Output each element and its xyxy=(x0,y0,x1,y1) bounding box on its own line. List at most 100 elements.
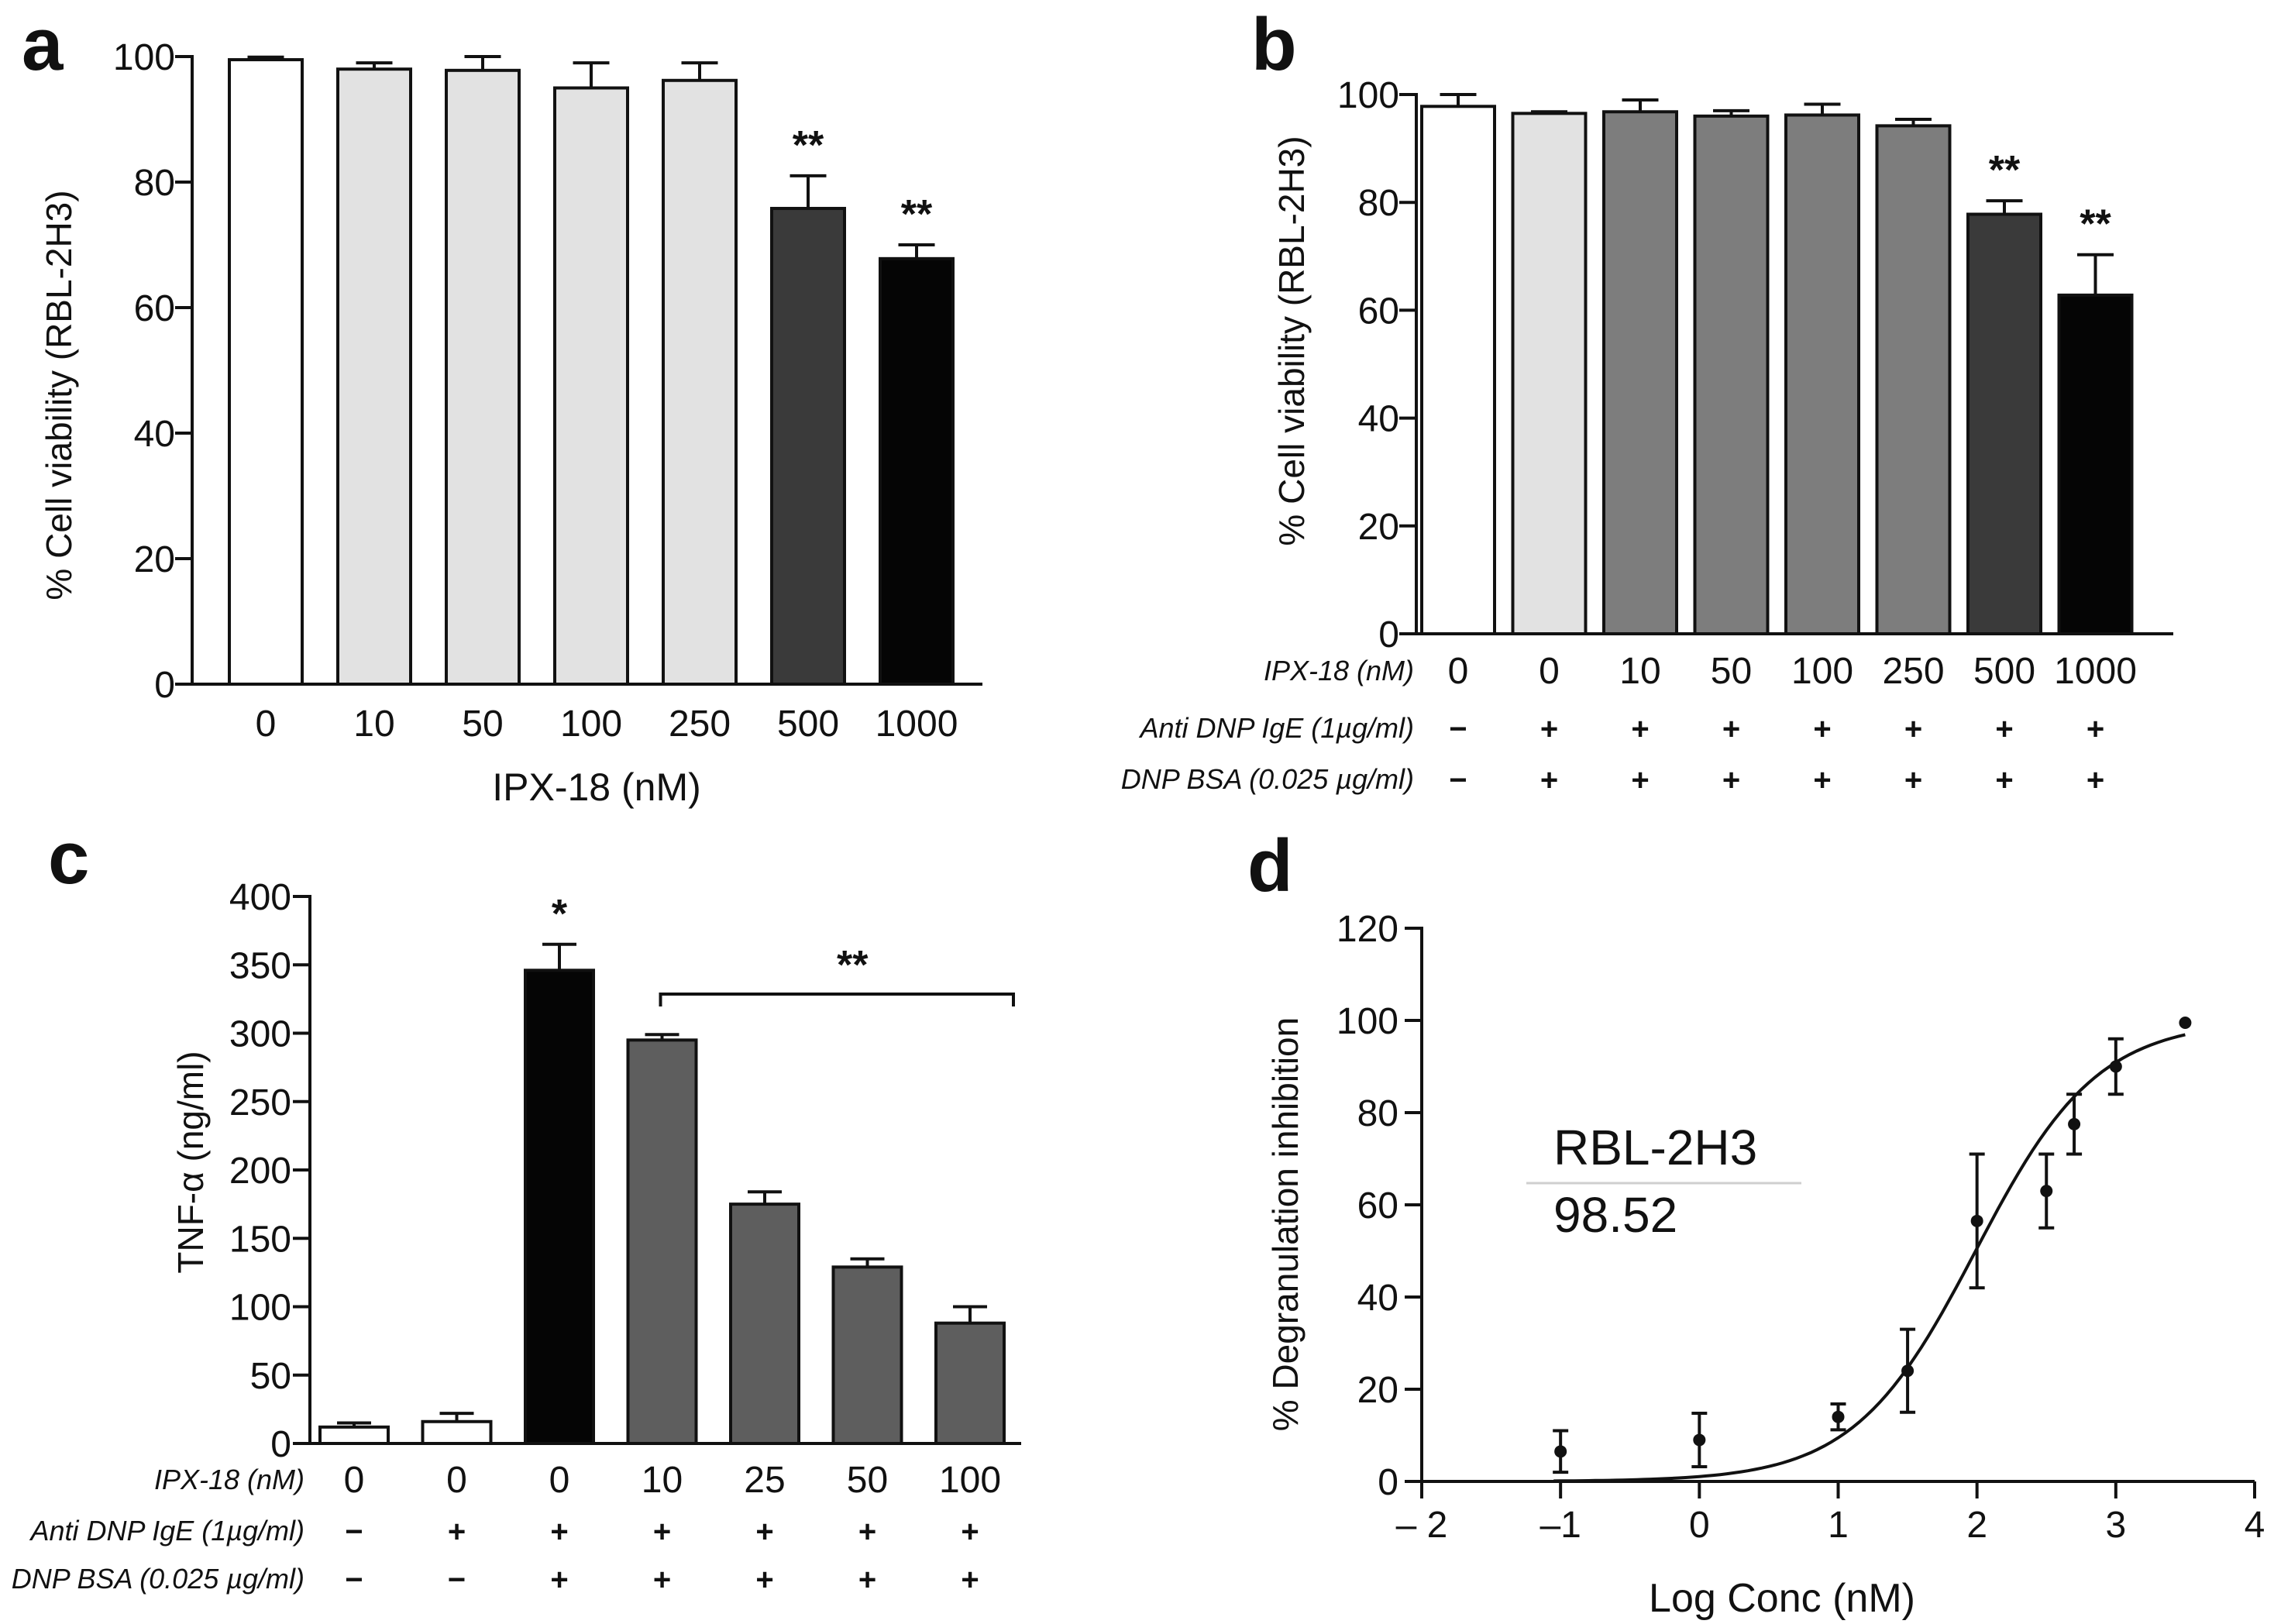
panel-b-bar xyxy=(1784,113,1860,635)
panel-b-condition-mark: + xyxy=(1631,763,1649,797)
panel-a-category-label: 1000 xyxy=(876,704,958,745)
panel-c-condition-mark: + xyxy=(755,1515,773,1549)
panel-c-bar xyxy=(831,1265,903,1445)
panel-c-y-tick-label: 150 xyxy=(229,1219,291,1260)
panel-b-condition-mark: + xyxy=(1540,763,1558,797)
panel-d-data-point xyxy=(2068,1117,2081,1130)
panel-b-bar xyxy=(1875,124,1952,636)
panel-c-condition-value: 100 xyxy=(939,1460,1001,1501)
panel-c-row-label: DNP BSA (0.025 µg/ml) xyxy=(12,1563,304,1595)
panel-a-bar xyxy=(553,86,629,686)
panel-b-y-tick-label: 60 xyxy=(1358,291,1399,332)
panel-c-condition-value: 25 xyxy=(744,1460,785,1501)
panel-d-data-point xyxy=(1554,1445,1567,1458)
panel-c-condition-mark: + xyxy=(858,1563,876,1597)
panel-b-condition-value: 50 xyxy=(1711,651,1752,692)
panel-c-condition-mark: + xyxy=(858,1515,876,1549)
panel-a-category-label: 50 xyxy=(462,704,503,745)
panel-b-bars: 0 20 40 60 80 100 ** ** xyxy=(1337,75,2173,655)
panel-c-condition-mark: + xyxy=(653,1515,671,1549)
panel-d-x-tick-label: 1 xyxy=(1828,1505,1849,1546)
panel-c-bar xyxy=(934,1321,1006,1446)
panel-b-bar xyxy=(1693,114,1770,635)
panel-b-bar xyxy=(1511,112,1588,636)
panel-b-y-tick-label: 40 xyxy=(1358,399,1399,440)
panel-c-condition-mark: + xyxy=(961,1515,979,1549)
panel-a-y-tick-label: 100 xyxy=(113,37,175,78)
panel-c-row-label: IPX-18 (nM) xyxy=(154,1464,304,1495)
panel-a-bar xyxy=(662,78,738,686)
panel-c-condition-value: 10 xyxy=(642,1460,683,1501)
panel-b-condition-table: IPX-18 (nM) 0 0 10 50 100 250 500 1000 Anti DNP I… xyxy=(1121,651,2137,797)
panel-c-bar xyxy=(421,1419,493,1446)
panel-c-condition-mark: − xyxy=(345,1563,363,1597)
panel-b-letter: b xyxy=(1251,3,1297,86)
panel-b-y-tick-label: 0 xyxy=(1378,614,1399,655)
panel-c-condition-mark: + xyxy=(448,1515,466,1549)
panel-b-condition-mark: + xyxy=(1813,712,1831,746)
panel-c-y-tick-label: 50 xyxy=(250,1356,291,1397)
panel-c-bar xyxy=(626,1038,698,1445)
panel-d-y-tick-label: 60 xyxy=(1357,1185,1398,1227)
panel-d-legend-name: RBL-2H3 xyxy=(1553,1120,1757,1175)
panel-c-condition-value: 0 xyxy=(446,1460,467,1501)
panel-d-data-point xyxy=(2109,1060,2122,1073)
panel-a-bar xyxy=(879,256,955,686)
panel-a-category-label: 10 xyxy=(353,704,394,745)
panel-b-y-tick-label: 20 xyxy=(1358,507,1399,548)
panel-c-condition-mark: − xyxy=(448,1563,466,1597)
panel-c-condition-table: IPX-18 (nM) 0 0 0 10 25 50 100 Anti DNP IgE (1µg… xyxy=(12,1460,1001,1597)
panel-c-condition-mark: + xyxy=(550,1515,568,1549)
panel-d-y-tick-label: 40 xyxy=(1357,1278,1398,1319)
panel-b-condition-mark: + xyxy=(1904,763,1922,797)
panel-d-plot: 0 20 40 60 80 100 120 – 2 –1 0 1 2 3 4 xyxy=(1337,909,2265,1546)
panel-a-x-axis-label: IPX-18 (nM) xyxy=(492,766,701,809)
panel-c-bracket xyxy=(659,993,1015,1006)
panel-b-condition-value: 10 xyxy=(1619,651,1660,692)
panel-a-bar xyxy=(336,67,412,686)
panel-d-letter: d xyxy=(1247,824,1293,907)
panel-c-condition-mark: + xyxy=(755,1563,773,1597)
panel-a-y-tick-label: 40 xyxy=(134,414,175,455)
panel-b-condition-value: 0 xyxy=(1448,651,1469,692)
panel-a-category-label: 250 xyxy=(669,704,731,745)
panel-c-y-tick-label: 0 xyxy=(270,1424,291,1465)
panel-c-significance: * xyxy=(552,892,568,937)
panel-a-significance: ** xyxy=(901,192,933,237)
panel-b-significance: ** xyxy=(1989,148,2021,193)
panel-a-category-label: 500 xyxy=(777,704,839,745)
panel-a-y-axis-label: % Cell viability (RBL-2H3) xyxy=(39,190,79,600)
panel-c-row-label: Anti DNP IgE (1µg/ml) xyxy=(29,1515,305,1547)
panel-c-condition-mark: + xyxy=(550,1563,568,1597)
panel-c-bar xyxy=(729,1203,800,1445)
panel-b-condition-value: 250 xyxy=(1882,651,1944,692)
panel-d-data-point xyxy=(1970,1214,1983,1227)
panel-b-bar xyxy=(1966,212,2042,635)
panel-b-row-label: IPX-18 (nM) xyxy=(1264,655,1414,686)
panel-a-bar xyxy=(228,58,304,686)
panel-a-y-tick-label: 20 xyxy=(134,539,175,580)
panel-c-y-tick-label: 250 xyxy=(229,1082,291,1123)
panel-c-y-tick-label: 400 xyxy=(229,877,291,918)
panel-b-condition-value: 0 xyxy=(1539,651,1560,692)
panel-d: d % Degranulation inhibition Log Conc (n… xyxy=(1247,824,2265,1621)
panel-c-condition-mark: + xyxy=(961,1563,979,1597)
panel-b-condition-mark: − xyxy=(1449,763,1467,797)
panel-c-condition-value: 0 xyxy=(549,1460,570,1501)
panel-c-y-tick-label: 100 xyxy=(229,1288,291,1329)
panel-a-bar xyxy=(770,207,846,686)
panel-a-y-tick-label: 80 xyxy=(134,163,175,204)
panel-c-condition-value: 0 xyxy=(344,1460,365,1501)
panel-b-condition-mark: − xyxy=(1449,712,1467,746)
panel-b-y-tick-label: 80 xyxy=(1358,183,1399,224)
panel-a-y-tick-label: 60 xyxy=(134,288,175,329)
panel-d-x-tick-label: 0 xyxy=(1689,1505,1710,1546)
panel-a-significance: ** xyxy=(793,123,824,168)
panel-d-y-tick-label: 120 xyxy=(1337,909,1398,950)
panel-d-data-point xyxy=(1693,1433,1706,1447)
panel-d-data-point xyxy=(2040,1185,2053,1198)
panel-a-letter: a xyxy=(22,3,64,86)
panel-b-condition-mark: + xyxy=(2087,712,2104,746)
panel-b-condition-mark: + xyxy=(1722,712,1740,746)
